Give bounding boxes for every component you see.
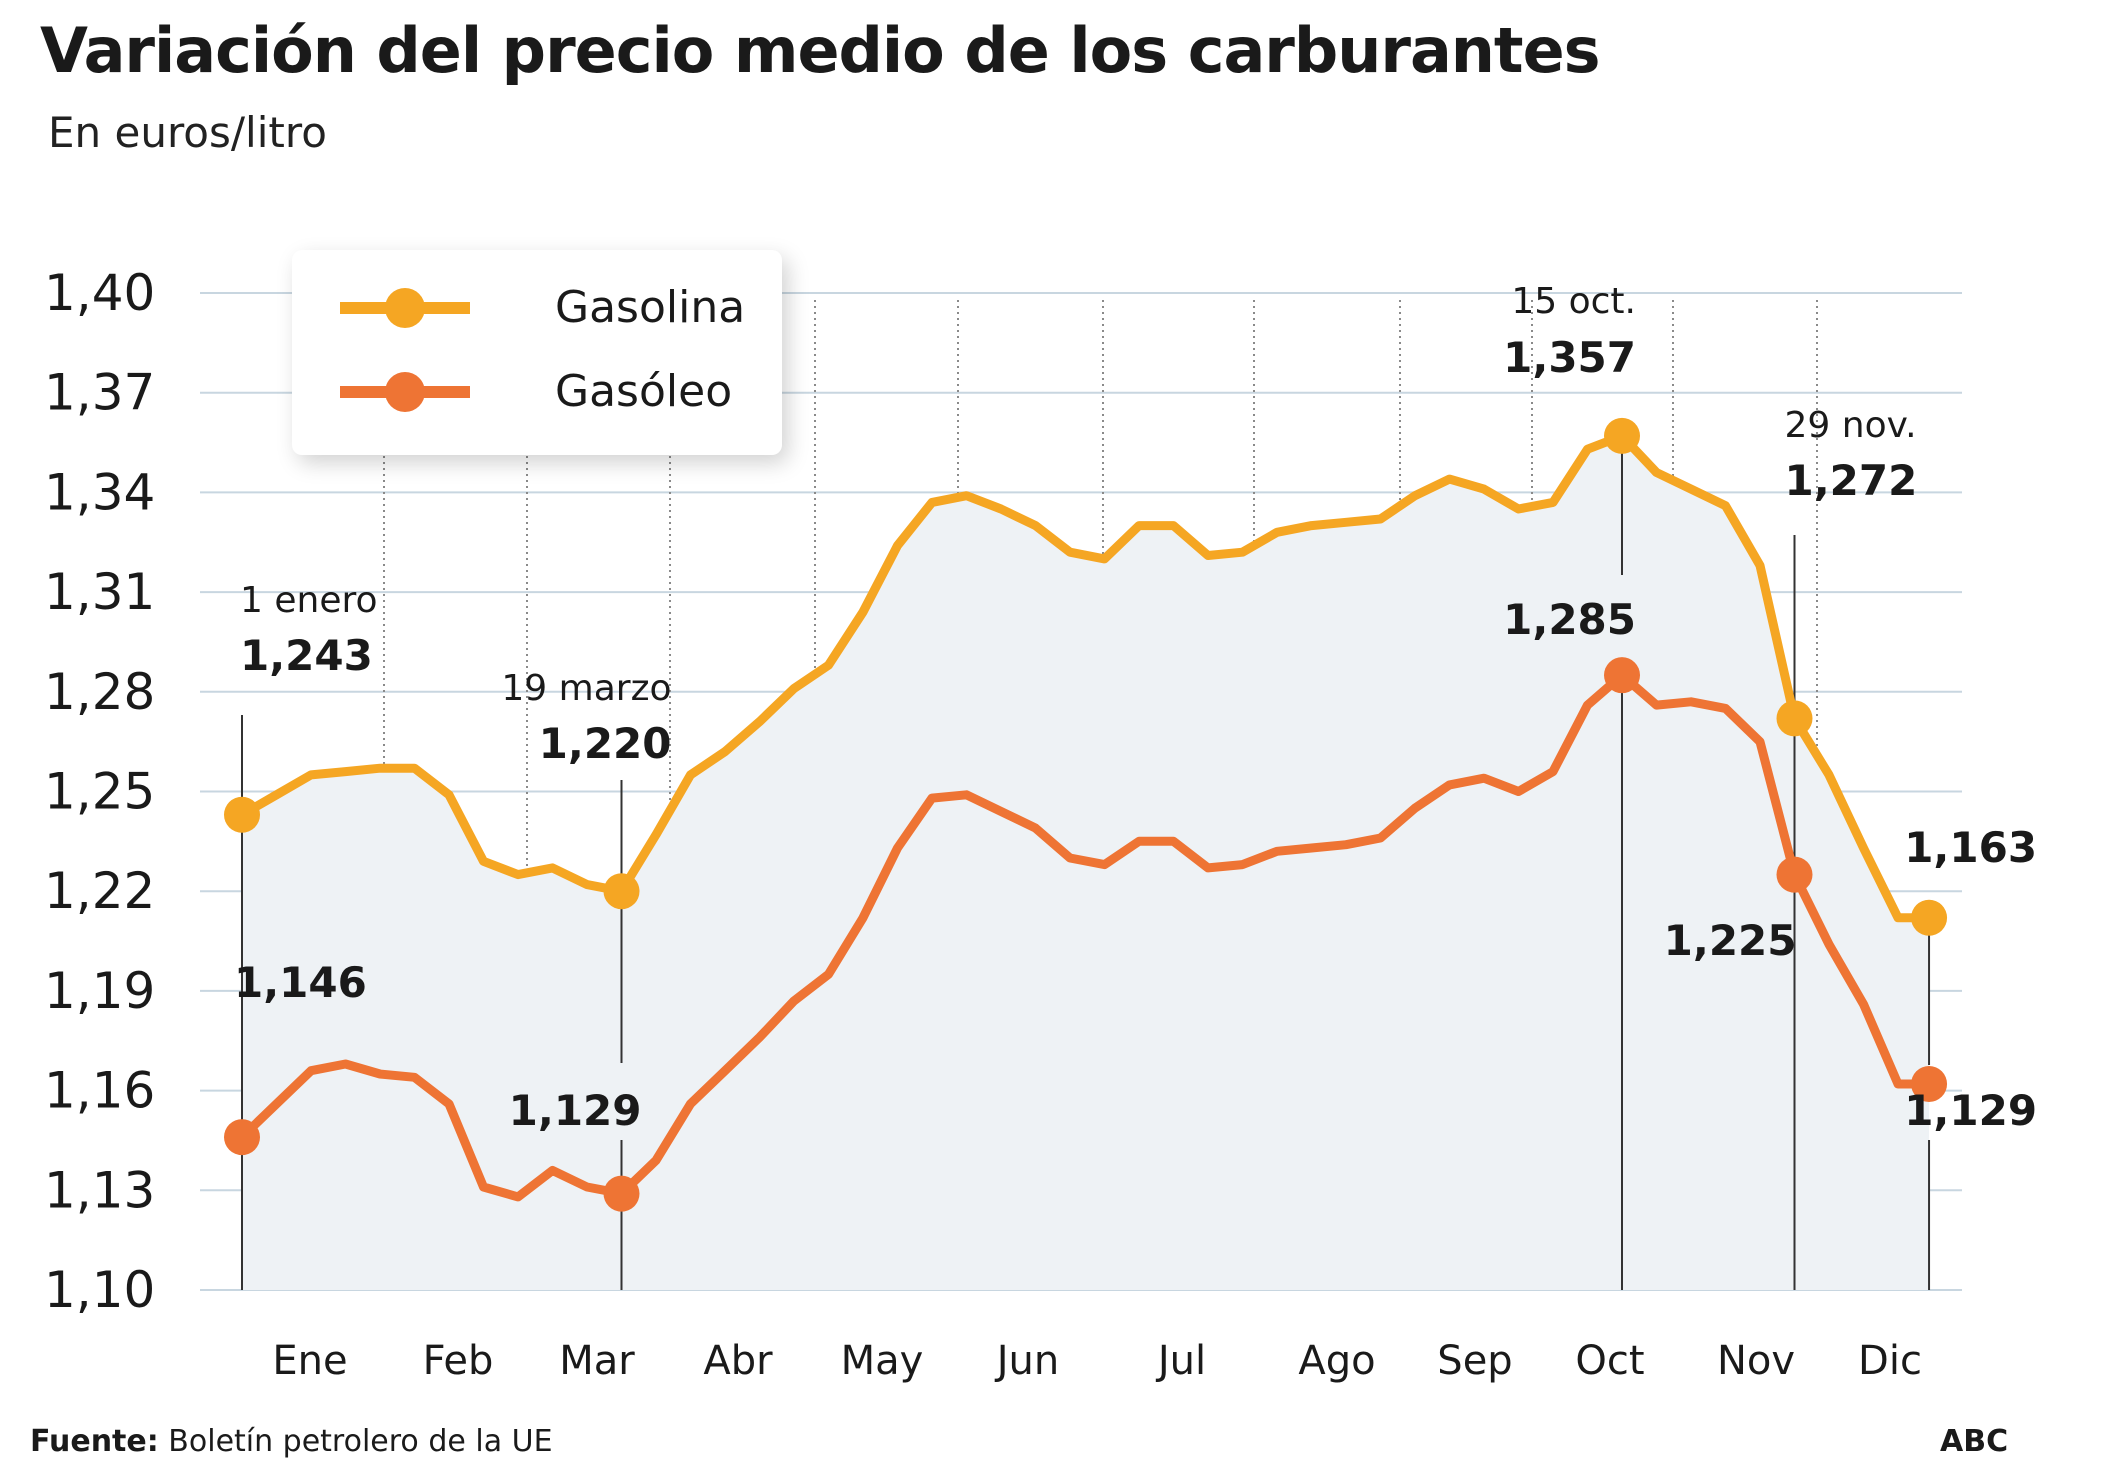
y-tick-label: 1,25 — [44, 763, 155, 821]
chart-title: Variación del precio medio de los carbur… — [40, 14, 1601, 87]
legend-label-gasoleo: Gasóleo — [555, 366, 733, 417]
y-tick-label: 1,10 — [44, 1261, 155, 1319]
legend-swatch-gasoleo — [340, 372, 470, 412]
annotation-layer: 1 enero 1,243 19 marzo 1,220 15 oct. 1,357 29 … — [234, 281, 2037, 1135]
annotation-value: 1,163 — [1904, 823, 2037, 872]
annotation-value: 1,146 — [234, 958, 367, 1007]
month-label: Feb — [423, 1338, 494, 1384]
y-tick-label: 1,13 — [44, 1161, 155, 1219]
annotation-value: 1,285 — [1503, 595, 1636, 644]
month-label: Jun — [994, 1338, 1060, 1384]
month-label: Dic — [1858, 1338, 1922, 1384]
footer-source-text: Boletín petrolero de la UE — [168, 1424, 553, 1459]
highlight-point-gasolina — [1604, 417, 1640, 454]
highlight-point-gasoleo — [224, 1119, 260, 1156]
annotation-value: 1,225 — [1664, 916, 1797, 965]
month-label: Jul — [1155, 1338, 1206, 1384]
legend: Gasolina Gasóleo — [292, 250, 782, 455]
legend-swatch-gasolina — [340, 288, 470, 328]
y-tick-label: 1,37 — [44, 364, 155, 422]
highlight-point-gasolina — [1776, 700, 1813, 737]
footer-source: Fuente: Boletín petrolero de la UE — [30, 1424, 553, 1459]
annotation-date: 15 oct. — [1511, 281, 1636, 322]
y-axis-ticks: 1,40 1,37 1,34 1,31 1,28 1,25 1,22 1,19 1,16 1,13… — [44, 264, 155, 1319]
highlight-point-gasolina — [603, 873, 640, 910]
y-tick-label: 1,31 — [44, 563, 155, 621]
footer-brand: ABC — [1940, 1424, 2009, 1459]
highlight-point-gasoleo — [1604, 657, 1640, 694]
highlight-point-gasolina — [224, 796, 260, 833]
highlight-point-gasoleo — [1776, 856, 1813, 893]
legend-label-gasolina: Gasolina — [555, 282, 746, 333]
chart-subtitle: En euros/litro — [48, 108, 327, 157]
point-layer — [224, 417, 1948, 1212]
month-label: Sep — [1437, 1338, 1512, 1384]
annotation-value: 1,220 — [539, 719, 672, 768]
annotation-value: 1,129 — [509, 1086, 642, 1135]
month-label: May — [841, 1338, 924, 1384]
highlight-point-gasoleo — [1911, 1065, 1948, 1102]
legend-item-gasolina: Gasolina — [340, 278, 760, 338]
month-label: Ago — [1298, 1338, 1375, 1384]
series-line-gasolina — [237, 431, 1934, 923]
annotation-value: 1,357 — [1503, 333, 1636, 382]
y-tick-label: 1,22 — [44, 862, 155, 920]
highlight-point-gasolina — [1911, 899, 1948, 936]
annotation-date: 1 enero — [240, 580, 378, 621]
month-label: Mar — [559, 1338, 635, 1384]
annotation-date: 29 nov. — [1785, 405, 1917, 446]
y-tick-label: 1,28 — [44, 663, 155, 721]
annotation-value: 1,272 — [1785, 456, 1918, 505]
y-tick-label: 1,40 — [44, 264, 155, 322]
y-tick-label: 1,19 — [44, 962, 155, 1020]
leader-layer — [241, 440, 1931, 1290]
month-label: Nov — [1717, 1338, 1795, 1384]
highlight-point-gasoleo — [603, 1175, 640, 1212]
y-tick-label: 1,16 — [44, 1062, 155, 1120]
x-axis-months: Ene Feb Mar Abr May Jun Jul Ago Sep Oct Nov Dic — [272, 1338, 1922, 1384]
annotation-date: 19 marzo — [501, 668, 671, 709]
annotation-value: 1,129 — [1904, 1086, 2037, 1135]
line-layer — [237, 431, 1934, 1202]
month-label: Abr — [703, 1338, 773, 1384]
footer-source-label: Fuente: — [30, 1424, 159, 1459]
month-label: Oct — [1575, 1338, 1644, 1384]
legend-item-gasoleo: Gasóleo — [340, 362, 760, 422]
annotation-value: 1,243 — [240, 631, 373, 680]
series-line-gasoleo — [237, 670, 1934, 1202]
y-tick-label: 1,34 — [44, 463, 155, 521]
month-label: Ene — [272, 1338, 347, 1384]
